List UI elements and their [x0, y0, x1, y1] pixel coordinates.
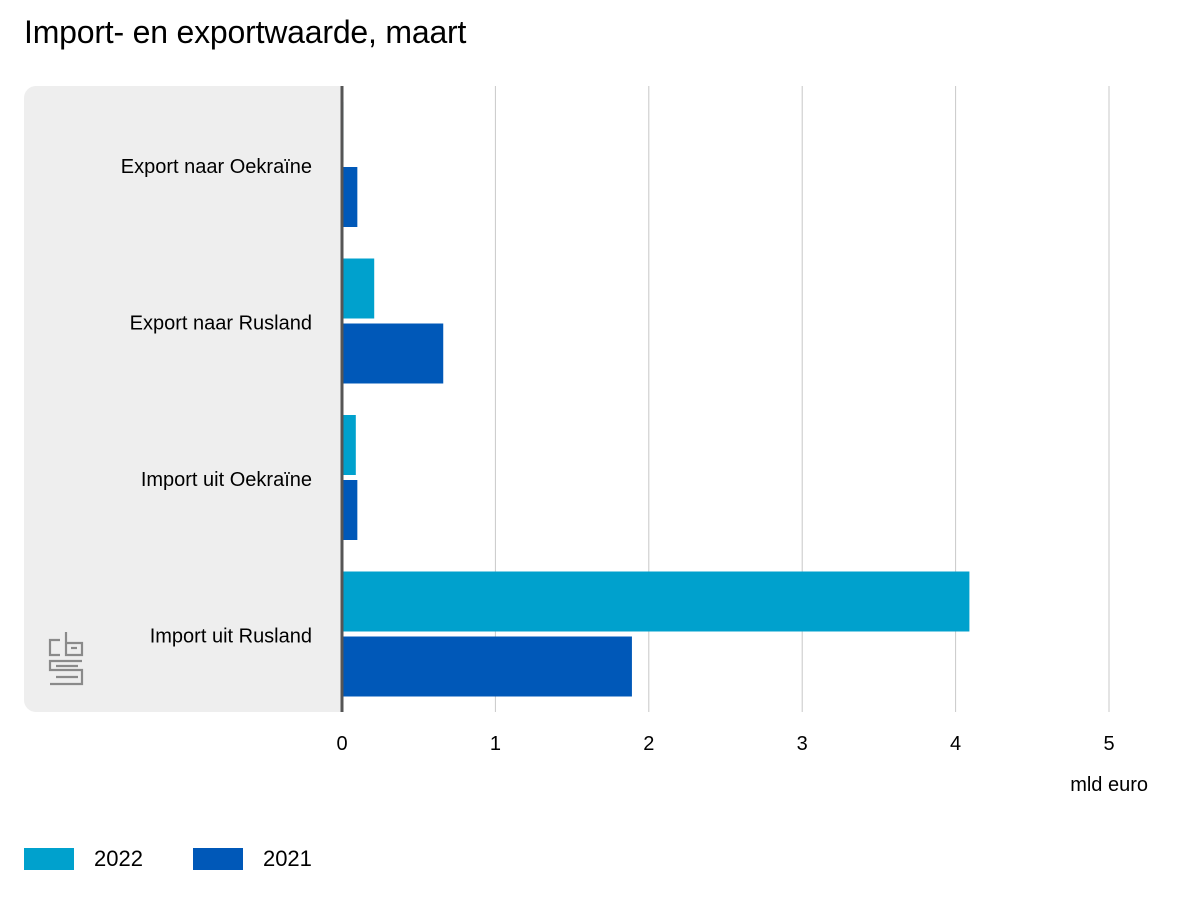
- legend-swatch-2021: [192, 848, 243, 870]
- x-tick-label-0: 0: [336, 733, 347, 755]
- bar-2021-1: [342, 323, 444, 384]
- category-label-2: Import uit Oekraïne: [141, 469, 312, 491]
- bar-2021-2: [342, 480, 358, 540]
- x-tick-label-3: 3: [797, 733, 808, 755]
- x-axis-label: mld euro: [1070, 774, 1148, 796]
- page-title: Import- en exportwaarde, maart: [24, 14, 467, 50]
- category-label-panel: [24, 86, 342, 712]
- legend-item-2021: 2021: [192, 846, 312, 872]
- legend: 2022 2021: [24, 846, 362, 872]
- bar-2021-0: [342, 167, 358, 227]
- labels: 0 1 2 3 4 5 mld euro Export naar Oekraïne Export…: [121, 156, 1148, 796]
- legend-item-2022: 2022: [24, 846, 143, 872]
- legend-label-2021: 2021: [262, 846, 312, 871]
- bar-2021-3: [342, 636, 632, 697]
- x-tick-label-5: 5: [1103, 733, 1114, 755]
- x-tick-label-2: 2: [643, 733, 654, 755]
- bar-2022-2: [342, 415, 356, 475]
- bar-2022-3: [342, 571, 970, 632]
- category-label-3: Import uit Rusland: [150, 626, 312, 648]
- x-tick-label-1: 1: [490, 733, 501, 755]
- logo-c: [48, 638, 60, 657]
- legend-swatch-2022: [24, 848, 74, 870]
- logo-s-inner: [56, 664, 78, 679]
- logo-s: [48, 659, 84, 686]
- category-label-1: Export naar Rusland: [130, 313, 312, 335]
- bars: [342, 102, 970, 697]
- category-label-0: Export naar Oekraïne: [121, 156, 312, 178]
- bar-2022-1: [342, 258, 375, 319]
- logo-b: [64, 632, 84, 657]
- legend-label-2022: 2022: [94, 846, 143, 871]
- x-tick-label-4: 4: [950, 733, 961, 755]
- cbs-logo: [48, 632, 84, 686]
